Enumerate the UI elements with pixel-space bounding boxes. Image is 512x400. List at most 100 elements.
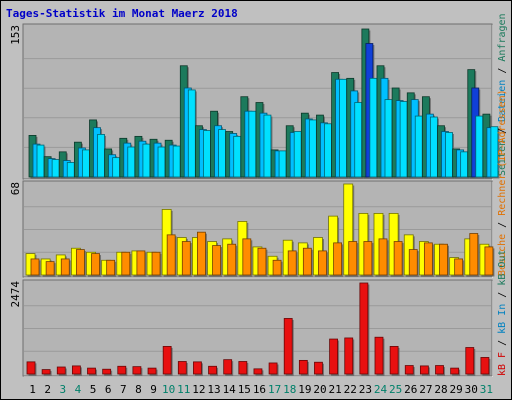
pages-bar [157,146,166,178]
kbf-bar [298,359,308,375]
kbf-bar [480,357,490,375]
kbf-bar [162,346,172,375]
visits-bar [318,250,327,276]
pages-bar [475,115,484,178]
legend-bottom-item-4: kB Out [497,250,508,286]
kbf-bar [117,365,127,375]
pages-bar [490,126,499,178]
day-label-30: 30 [465,383,478,396]
kbf-bar [71,365,81,375]
visits-bar [454,258,464,276]
visits-bar [60,258,70,276]
pages-bar [324,123,332,178]
visits-bar [272,259,282,276]
legend-top-item-2: Dateien [497,80,508,122]
visits-bar [378,238,388,276]
visits-bar [484,246,494,276]
pages-bar [429,116,438,178]
day-label-17: 17 [268,383,281,396]
pages-bar [308,119,317,178]
kbf-bar [314,361,323,375]
day-label-7: 7 [120,383,127,396]
legend-top: Seiten / Dateien / Anfragen [497,13,508,176]
pages-bar [66,162,75,178]
visits-bar [30,258,40,276]
pages-bar [248,110,257,178]
visits-bar [439,243,448,276]
max-label-1: 153 [9,25,22,45]
kbf-bar [419,365,429,375]
pages-bar [399,101,408,178]
kbf-bar [41,369,51,375]
kbf-bar [238,361,248,375]
pages-bar [460,151,469,178]
kbf-bar [329,338,339,375]
day-label-14: 14 [223,383,237,396]
visits-bar [75,249,85,276]
kbf-bar [404,365,414,375]
kbf-bar [223,359,233,375]
visits-bar [121,251,131,276]
max-label-3: 2474 [9,281,22,308]
pages-bar [203,130,211,178]
day-label-28: 28 [434,383,447,396]
kbf-bar [177,361,187,375]
chart-title: Tages-Statistik im Monat Maerz 2018 [6,7,238,20]
day-label-19: 19 [298,383,311,396]
visits-bar [302,247,312,276]
legend-top-item-1: / [497,122,508,140]
pages-bar [127,146,136,178]
pages-bar [263,114,272,178]
legend-bottom-item-1: / [497,334,508,352]
kbf-bar [374,336,384,375]
legend-top-item-3: / [497,62,508,80]
legend-middle: Besuche / Rechner (IP-Adressen) [497,89,508,276]
day-label-11: 11 [177,383,190,396]
kbf-bar [435,365,444,375]
day-label-29: 29 [450,383,463,396]
kbf-bar [253,368,263,375]
visits-bar [363,241,373,276]
pages-bar [233,135,242,178]
visits-bar [91,253,100,276]
visits-bar [212,245,221,276]
visits-bar [257,247,267,276]
day-label-16: 16 [253,383,266,396]
visits-bar [45,261,55,276]
day-label-25: 25 [389,383,402,396]
day-label-12: 12 [192,383,205,396]
kbf-bar [56,366,66,375]
kbf-bar [359,282,369,375]
kbf-bar [132,366,142,375]
visits-bar [408,249,418,276]
pages-bar [97,134,105,178]
day-label-10: 10 [162,383,175,396]
day-label-20: 20 [313,383,326,396]
day-label-21: 21 [328,383,341,396]
day-label-8: 8 [135,383,142,396]
kbf-bar [102,368,112,375]
day-label-13: 13 [207,383,220,396]
day-label-15: 15 [238,383,251,396]
kbf-bar [87,367,96,375]
pages-bar [142,143,151,178]
day-label-26: 26 [404,383,417,396]
legend-bottom-item-2: kB In [497,304,508,334]
day-label-6: 6 [105,383,112,396]
visits-bar [151,251,161,276]
pages-bar [414,115,423,178]
day-label-22: 22 [344,383,357,396]
legend-top-item-4: Anfragen [497,13,508,61]
day-label-24: 24 [374,383,388,396]
max-label-2: 68 [9,182,22,195]
pages-bar [51,159,60,178]
day-label-27: 27 [419,383,432,396]
legend-bottom-item-0: kB F [497,352,508,376]
pages-bar [187,89,196,178]
visits-bar [166,234,176,276]
kbf-bar [465,347,475,375]
kbf-bar [208,365,217,375]
day-label-9: 9 [150,383,157,396]
day-label-31: 31 [480,383,493,396]
